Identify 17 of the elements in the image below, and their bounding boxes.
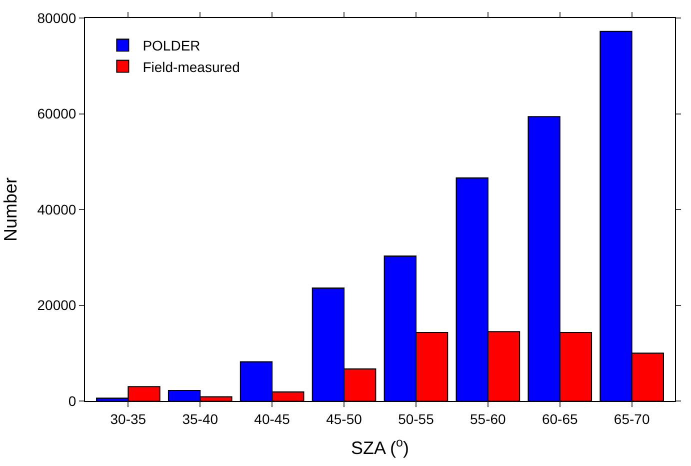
x-tick-label: 45-50 bbox=[326, 410, 362, 427]
x-tick-label: 65-70 bbox=[614, 410, 650, 427]
y-tick-label: 40000 bbox=[37, 201, 76, 218]
y-axis-title: Number bbox=[0, 177, 20, 242]
y-tick-label: 0 bbox=[68, 392, 76, 409]
x-tick-label: 55-60 bbox=[470, 410, 506, 427]
x-axis-title: SZA ($^{o}$) bbox=[350, 435, 410, 458]
x-tick-label: 30-35 bbox=[110, 410, 146, 427]
x-tick-label: 40-45 bbox=[254, 410, 290, 427]
x-tick-label: 60-65 bbox=[542, 410, 578, 427]
y-tick-label: 80000 bbox=[37, 10, 76, 26]
legend-label: Field-measured bbox=[142, 58, 240, 75]
y-tick-label: 20000 bbox=[37, 297, 76, 314]
legend-label: POLDER bbox=[142, 38, 200, 54]
x-tick-label: 50-55 bbox=[398, 410, 434, 427]
x-tick-label: 35-40 bbox=[182, 410, 218, 427]
y-tick-label: 60000 bbox=[37, 106, 76, 122]
